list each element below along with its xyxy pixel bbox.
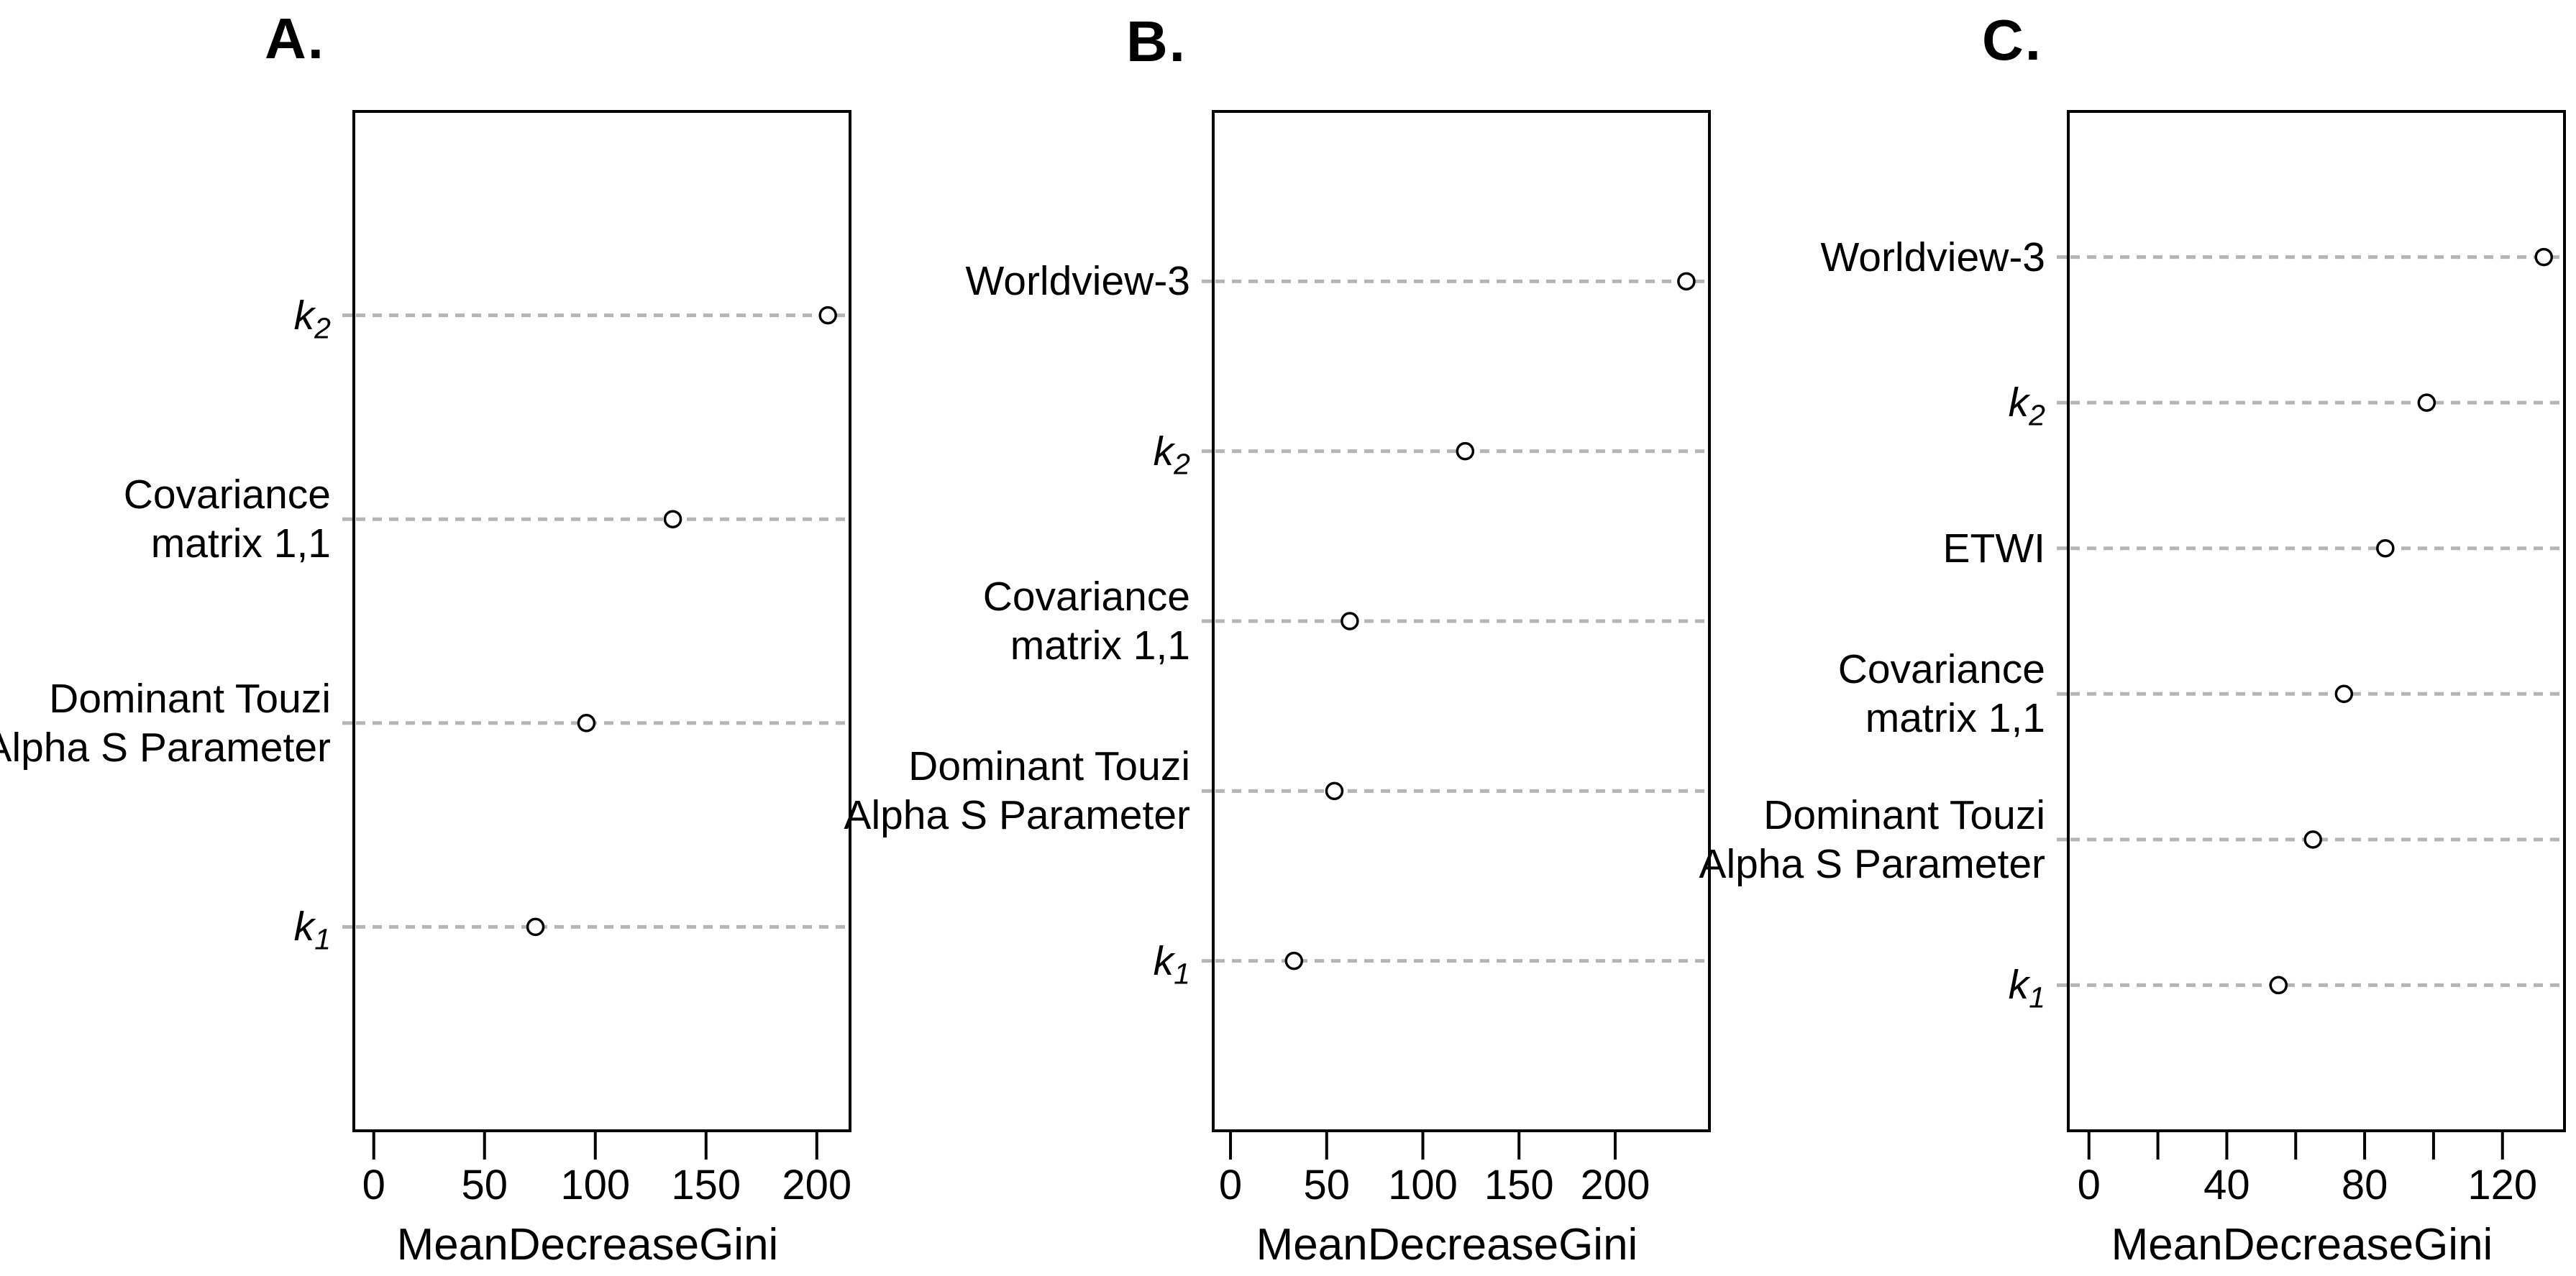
x-axis-title: MeanDecreaseGini xyxy=(1256,1220,1638,1270)
x-tick-label: 50 xyxy=(1304,1162,1351,1208)
data-point xyxy=(577,714,596,733)
data-point xyxy=(818,306,837,325)
data-point xyxy=(2334,684,2354,704)
x-tick-label: 100 xyxy=(1388,1162,1458,1208)
y-axis-label: ETWI xyxy=(1942,525,2045,572)
y-axis-label: k1 xyxy=(293,904,331,956)
panel-b: 0 50 100 150 200 MeanDecreaseGini xyxy=(1202,110,1711,1270)
y-axis-label: k2 xyxy=(1153,428,1190,481)
panel-c: 0 40 80 120 MeanDecreaseGini xyxy=(2057,110,2566,1270)
data-point xyxy=(1677,272,1696,291)
y-axis-label: k2 xyxy=(293,292,331,344)
x-tick-label: 100 xyxy=(560,1162,630,1208)
x-tick-label: 150 xyxy=(671,1162,741,1208)
y-axis-label: Dominant Touzi Alpha S Parameter xyxy=(1699,791,2045,887)
x-axis-title: MeanDecreaseGini xyxy=(2111,1220,2493,1270)
y-axis-label: Worldview-3 xyxy=(1820,234,2045,280)
data-point xyxy=(2534,247,2553,267)
x-tick-label: 40 xyxy=(2203,1162,2250,1208)
y-axis-label: k1 xyxy=(2008,962,2045,1014)
x-tick-label: 50 xyxy=(461,1162,508,1208)
x-tick-label: 0 xyxy=(362,1162,385,1208)
x-tick-label: 80 xyxy=(2342,1162,2388,1208)
panel-b-title: B. xyxy=(1126,9,1187,73)
x-tick-label: 200 xyxy=(782,1162,851,1208)
panel-c-title: C. xyxy=(1982,8,2042,72)
y-axis-label: k1 xyxy=(1153,937,1190,991)
x-tick-label: 120 xyxy=(2467,1162,2537,1208)
data-point xyxy=(1456,441,1475,461)
y-axis-label: Covariance matrix 1,1 xyxy=(123,472,331,567)
x-axis-title: MeanDecreaseGini xyxy=(397,1220,779,1270)
x-tick-label: 150 xyxy=(1484,1162,1554,1208)
plot-box xyxy=(2067,110,2566,1132)
data-point xyxy=(1325,781,1344,801)
y-axis-label: k2 xyxy=(2008,380,2045,432)
data-point xyxy=(526,917,545,937)
plot-box xyxy=(1212,110,1711,1132)
data-point xyxy=(2269,976,2288,995)
y-axis-label: Covariance matrix 1,1 xyxy=(982,574,1190,669)
y-axis-label: Dominant Touzi Alpha S Parameter xyxy=(844,743,1190,839)
data-point xyxy=(1340,612,1359,630)
data-point xyxy=(663,510,682,528)
data-point xyxy=(2376,538,2395,558)
y-axis-label: Covariance matrix 1,1 xyxy=(1837,646,2045,742)
y-axis-label: Worldview-3 xyxy=(965,258,1190,305)
x-tick-label: 0 xyxy=(1219,1162,1242,1208)
data-point xyxy=(2303,830,2322,849)
panel-a-title: A. xyxy=(265,6,325,70)
y-axis-label: Dominant Touzi Alpha S Parameter xyxy=(0,675,331,771)
data-point xyxy=(1284,951,1304,970)
data-point xyxy=(2417,393,2436,412)
x-tick-label: 0 xyxy=(2078,1162,2101,1208)
x-tick-label: 200 xyxy=(1581,1162,1650,1208)
plot-box xyxy=(352,110,851,1132)
